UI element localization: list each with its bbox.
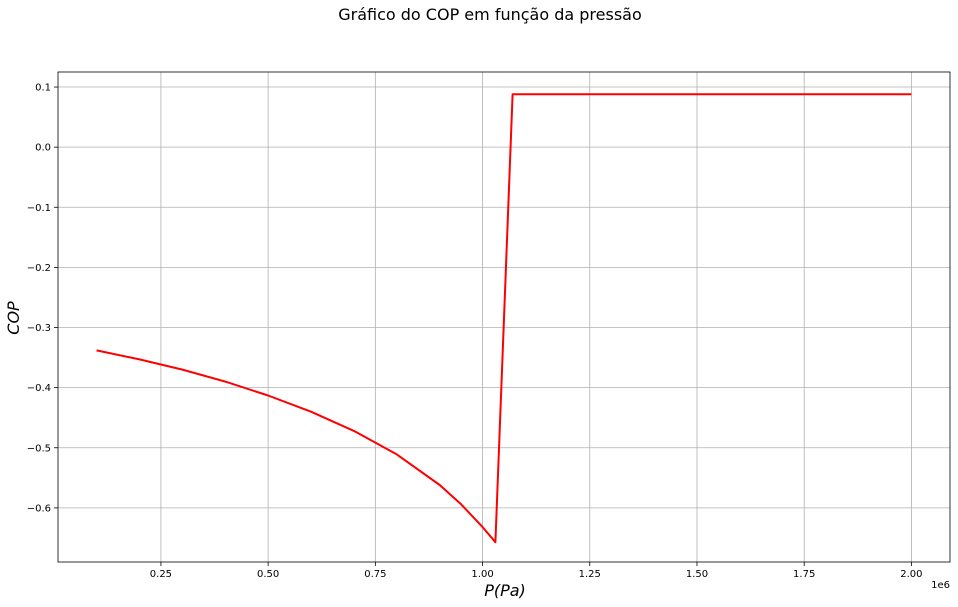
x-tick-label: 1.00 <box>471 569 493 580</box>
y-tick-label: 0.0 <box>35 143 51 154</box>
x-axis-offset-label: 1e6 <box>931 580 950 591</box>
x-tick-label: 0.50 <box>257 569 279 580</box>
y-tick-label: −0.6 <box>27 503 51 514</box>
x-tick-label: 0.75 <box>364 569 386 580</box>
y-axis-ticks: 0.1 0.0 −0.1 −0.2 −0.3 −0.4 −0.5 −0.6 <box>27 83 58 514</box>
x-tick-label: 2.00 <box>900 569 922 580</box>
series-line <box>96 93 912 544</box>
y-tick-label: −0.1 <box>27 203 51 214</box>
y-tick-label: −0.2 <box>27 263 51 274</box>
series-layer <box>96 93 912 544</box>
y-tick-label: −0.4 <box>27 383 51 394</box>
x-axis-ticks: 0.25 0.50 0.75 1.00 1.25 1.50 1.75 2.00 <box>150 562 923 580</box>
x-axis-label: P(Pa) <box>484 581 526 600</box>
x-tick-label: 1.50 <box>686 569 708 580</box>
y-tick-label: −0.5 <box>27 443 51 454</box>
y-tick-label: 0.1 <box>35 83 51 94</box>
chart-title: Gráfico do COP em função da pressão <box>338 5 642 24</box>
x-tick-label: 1.25 <box>579 569 601 580</box>
plot-frame <box>57 71 951 563</box>
y-tick-label: −0.3 <box>27 323 51 334</box>
y-axis-label: COP <box>4 301 23 335</box>
x-tick-label: 0.25 <box>150 569 172 580</box>
x-tick-label: 1.75 <box>793 569 815 580</box>
